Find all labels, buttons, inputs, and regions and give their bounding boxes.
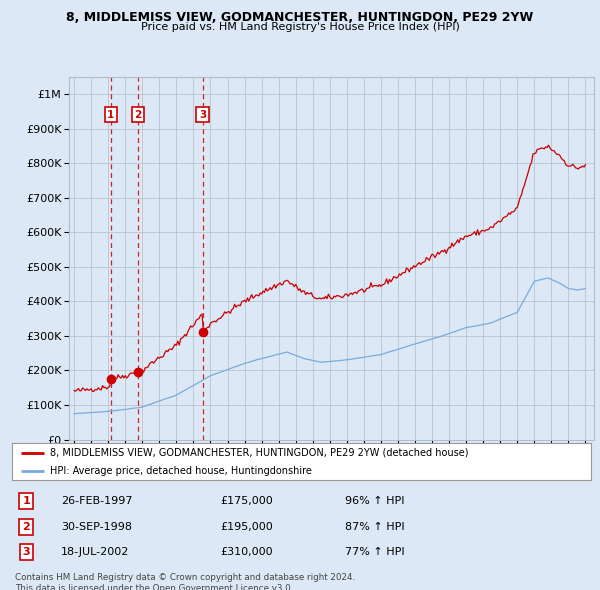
Text: 77% ↑ HPI: 77% ↑ HPI [345, 548, 404, 558]
Text: Price paid vs. HM Land Registry's House Price Index (HPI): Price paid vs. HM Land Registry's House … [140, 22, 460, 32]
Text: 30-SEP-1998: 30-SEP-1998 [61, 522, 132, 532]
Text: 3: 3 [23, 548, 30, 558]
Text: 1: 1 [107, 110, 115, 120]
Text: £310,000: £310,000 [220, 548, 273, 558]
Text: 2: 2 [23, 522, 31, 532]
Text: 1: 1 [23, 496, 31, 506]
Text: HPI: Average price, detached house, Huntingdonshire: HPI: Average price, detached house, Hunt… [50, 466, 311, 476]
Text: 18-JUL-2002: 18-JUL-2002 [61, 548, 130, 558]
Text: Contains HM Land Registry data © Crown copyright and database right 2024.
This d: Contains HM Land Registry data © Crown c… [15, 573, 355, 590]
Text: 3: 3 [199, 110, 206, 120]
Text: 2: 2 [134, 110, 142, 120]
Text: 8, MIDDLEMISS VIEW, GODMANCHESTER, HUNTINGDON, PE29 2YW (detached house): 8, MIDDLEMISS VIEW, GODMANCHESTER, HUNTI… [50, 448, 468, 458]
Text: 26-FEB-1997: 26-FEB-1997 [61, 496, 133, 506]
Text: 96% ↑ HPI: 96% ↑ HPI [345, 496, 404, 506]
Text: £175,000: £175,000 [220, 496, 273, 506]
Text: £195,000: £195,000 [220, 522, 273, 532]
Text: 8, MIDDLEMISS VIEW, GODMANCHESTER, HUNTINGDON, PE29 2YW: 8, MIDDLEMISS VIEW, GODMANCHESTER, HUNTI… [67, 11, 533, 24]
Text: 87% ↑ HPI: 87% ↑ HPI [345, 522, 404, 532]
